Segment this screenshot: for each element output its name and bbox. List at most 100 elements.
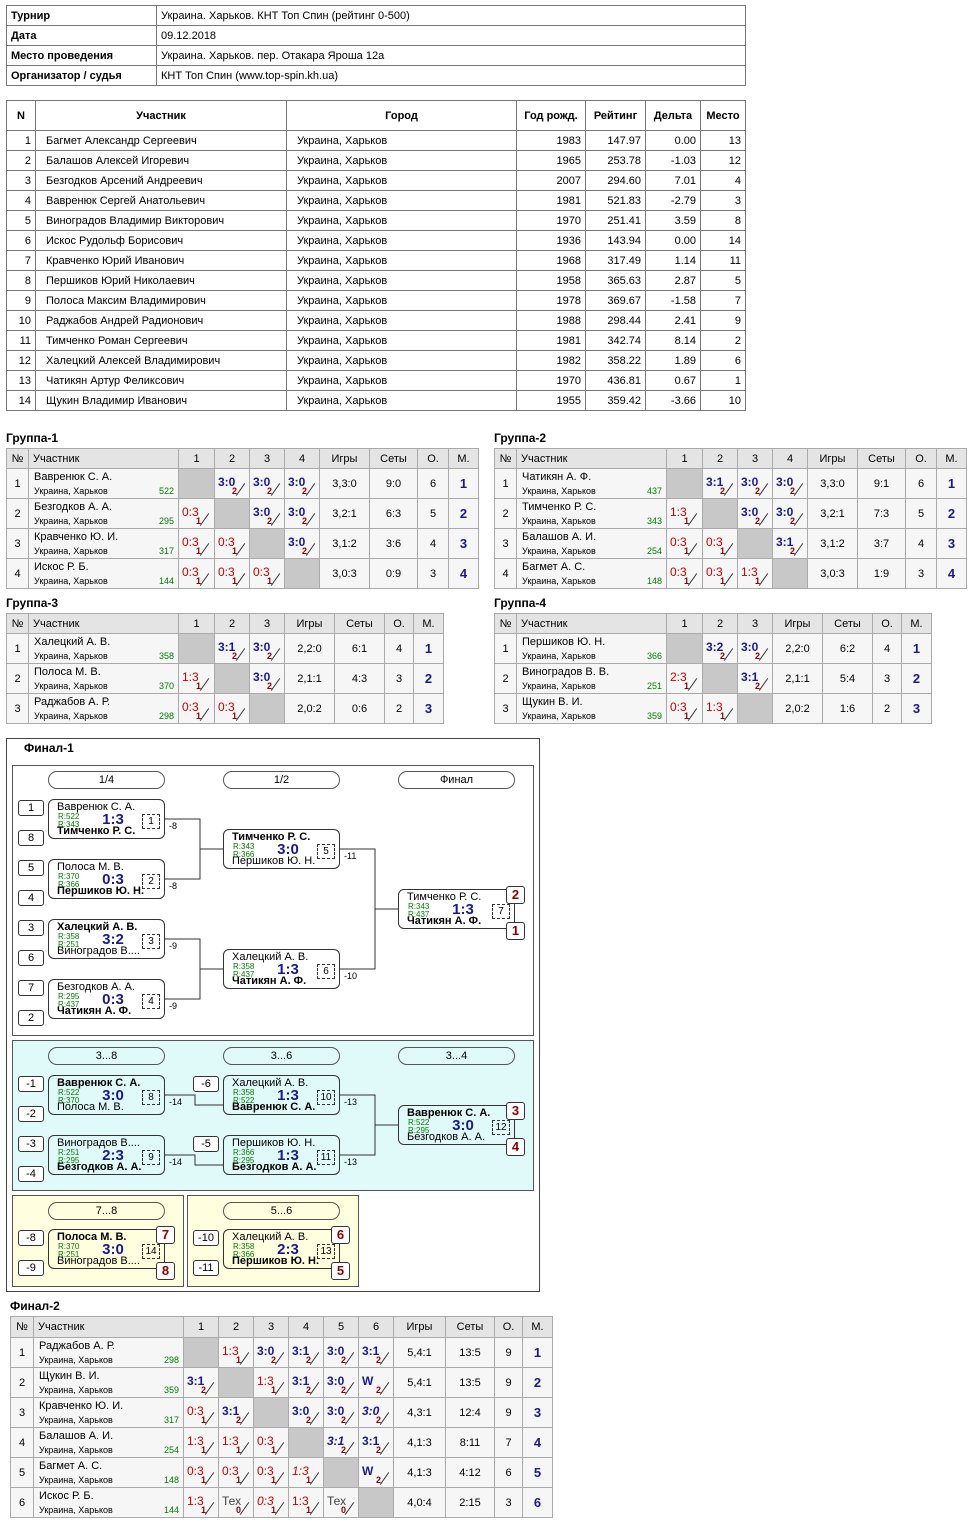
- participant-cell: 10: [700, 390, 746, 411]
- rating-top: R:370: [58, 872, 80, 881]
- self-cell: [214, 498, 250, 529]
- rating-top: R:522: [58, 1088, 80, 1097]
- player-rating: 298: [158, 711, 174, 721]
- result-slash: [305, 513, 316, 526]
- row-number: 3: [6, 528, 29, 559]
- self-cell: [218, 1367, 254, 1398]
- participant-cell: 1970: [516, 370, 586, 391]
- player-wrap: Першиков Ю. Н. Украина, Харьков 366: [518, 635, 666, 663]
- participant-cell: 2.87: [645, 270, 701, 291]
- header-cell: 2: [702, 613, 738, 634]
- result-slash: [204, 1502, 215, 1515]
- player-city: Украина, Харьков: [34, 651, 108, 661]
- result-slash: [687, 543, 698, 556]
- header-cell: №: [10, 1316, 34, 1338]
- result-cell: 1:3 1: [218, 1337, 254, 1368]
- place: 6: [522, 1487, 553, 1518]
- match-number: 12: [492, 1120, 510, 1135]
- match-box: [398, 1105, 515, 1145]
- result-points: 1: [196, 546, 202, 556]
- participant-cell: 0.00: [645, 230, 701, 251]
- rating-bottom: R:437: [58, 1000, 80, 1009]
- row-number: 3: [494, 528, 517, 559]
- header-cell: 5: [323, 1316, 359, 1338]
- participant-cell: Полоса Максим Владимирович: [35, 290, 287, 311]
- player-city: Украина, Харьков: [39, 1415, 113, 1425]
- participant-row: 10 Раджабов Андрей Радионович Украина, Хар…: [6, 310, 746, 331]
- result-points: 2: [201, 1385, 207, 1395]
- result-score: 0:3: [670, 565, 687, 579]
- result-points: 1: [720, 576, 726, 586]
- player-name: Кравченко Ю. И.: [34, 531, 119, 543]
- participant-cell: 1988: [516, 310, 586, 331]
- final-place: 2: [506, 886, 525, 904]
- player-top: Халецкий А. В.: [232, 1077, 309, 1089]
- result-slash: [199, 573, 210, 586]
- result-points: 1: [684, 516, 690, 526]
- result-cell: 1:3 1: [178, 663, 215, 694]
- header-cell: Сеты: [822, 613, 873, 634]
- result-slash: [274, 1502, 285, 1515]
- player-rating: 144: [163, 1505, 179, 1515]
- player-rating: 343: [646, 516, 662, 526]
- sets: 4:12: [445, 1457, 495, 1488]
- result-cell: 0:3 1: [214, 528, 250, 559]
- header-cell: N: [6, 100, 36, 131]
- result-cell: 3:0 2: [358, 1397, 394, 1428]
- self-cell: [702, 663, 738, 694]
- result-points: 1: [196, 711, 202, 721]
- result-wrap: 3:1 2: [325, 1429, 358, 1457]
- player-rating: 522: [158, 486, 174, 496]
- result-wrap: 3:1 2: [774, 530, 807, 558]
- player-city: Украина, Харьков: [522, 681, 596, 691]
- participant-cell: Украина, Харьков: [286, 210, 517, 231]
- result-wrap: 3:0 2: [774, 500, 807, 528]
- player-top: Виноградов В....: [57, 1137, 140, 1149]
- result-score: 1:3: [670, 505, 687, 519]
- match-score: 0:3: [102, 991, 124, 1008]
- final-place: 1: [506, 922, 525, 940]
- result-points: 2: [376, 1355, 382, 1365]
- sets: 6:2: [822, 633, 873, 664]
- result-points: 1: [271, 1505, 277, 1515]
- match-number: 10: [317, 1090, 335, 1105]
- player-city: Украина, Харьков: [39, 1355, 113, 1365]
- match-number: 4: [142, 994, 160, 1009]
- match-box: [223, 1075, 340, 1115]
- result-cell: 3:0 2: [249, 498, 285, 529]
- player-row: 4 Балашов А. И. Украина, Харьков 254 1:3 1 1:3…: [10, 1427, 553, 1458]
- participant-cell: 1.14: [645, 250, 701, 271]
- seed: -8: [18, 1230, 44, 1246]
- participant-cell: 11: [6, 330, 36, 351]
- result-slash: [305, 483, 316, 496]
- self-cell: [249, 693, 285, 724]
- final-place: 3: [506, 1102, 525, 1120]
- participant-row: 9 Полоса Максим Владимирович Украина, Харь…: [6, 290, 746, 311]
- result-cell: 1:3 1: [702, 693, 738, 724]
- player-rating: 295: [158, 516, 174, 526]
- result-slash: [199, 543, 210, 556]
- player-name: Багмет А. С.: [522, 561, 586, 573]
- player-city: Украина, Харьков: [34, 486, 108, 496]
- rating-top: R:343: [233, 842, 255, 851]
- result-score: 3:1: [706, 475, 724, 489]
- header-cell: Участник: [33, 1316, 184, 1338]
- match-number: 1: [142, 814, 160, 829]
- player-city: Украина, Харьков: [522, 576, 596, 586]
- sets: 1:6: [822, 693, 873, 724]
- sets: 5:4: [822, 663, 873, 694]
- result-score: 3:0: [288, 505, 306, 519]
- rating-bottom: R:437: [408, 910, 430, 919]
- final-place: 5: [331, 1262, 350, 1280]
- match-number: 8: [142, 1090, 160, 1105]
- header-cell: №: [494, 448, 517, 469]
- player-rating: 359: [646, 711, 662, 721]
- player-wrap: Виноградов В. В. Украина, Харьков 251: [518, 665, 666, 693]
- participant-cell: 294.60: [585, 170, 646, 191]
- player-cell: Раджабов А. Р. Украина, Харьков 298: [33, 1337, 184, 1368]
- result-score: 3:0: [253, 475, 271, 489]
- player-name: Искос Р. Б.: [39, 1490, 94, 1502]
- participant-cell: 8.14: [645, 330, 701, 351]
- player-name: Першиков Ю. Н.: [522, 636, 606, 648]
- result-cell: 3:1 2: [323, 1427, 359, 1458]
